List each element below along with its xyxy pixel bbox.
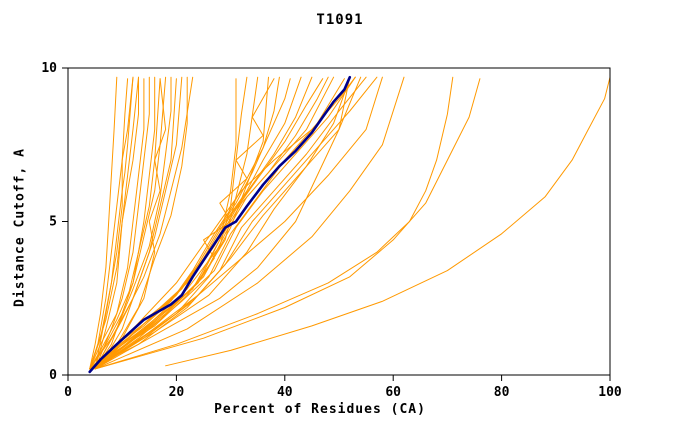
prediction-series-line <box>100 76 183 367</box>
prediction-series-line <box>89 76 329 370</box>
prediction-series-line <box>94 76 335 370</box>
prediction-series-line <box>94 76 194 370</box>
prediction-series-line <box>94 76 134 370</box>
y-tick-label: 10 <box>41 61 57 76</box>
prediction-series-line <box>94 76 405 370</box>
prediction-series-line <box>94 76 269 370</box>
prediction-series-line <box>100 76 383 367</box>
prediction-series-line <box>89 78 145 370</box>
prediction-series-line <box>89 78 275 370</box>
x-axis-label: Percent of Residues (CA) <box>214 402 426 417</box>
prediction-series-line <box>89 78 129 370</box>
prediction-series-line <box>89 76 134 370</box>
x-tick-label: 40 <box>277 385 293 400</box>
prediction-series-line <box>94 76 356 370</box>
prediction-series-line <box>89 78 167 370</box>
x-tick-label: 60 <box>385 385 401 400</box>
prediction-series-line <box>94 76 351 370</box>
prediction-series-line <box>100 76 362 367</box>
prediction-series-line <box>94 76 188 370</box>
chart-title: T1091 <box>316 12 364 28</box>
highlighted-series-line <box>88 75 352 374</box>
prediction-series-line <box>89 76 118 370</box>
prediction-series-line <box>94 76 259 370</box>
y-tick-label: 0 <box>49 368 57 383</box>
prediction-series-line <box>89 78 237 370</box>
prediction-series-line <box>94 76 150 370</box>
prediction-series-line <box>89 76 167 370</box>
prediction-series-line <box>94 78 481 370</box>
prediction-series-line <box>89 78 351 370</box>
prediction-series-line <box>94 76 454 370</box>
prediction-series-line <box>89 76 139 370</box>
x-tick-label: 100 <box>598 385 622 400</box>
x-tick-label: 0 <box>64 385 72 400</box>
prediction-series-line <box>94 76 378 370</box>
x-tick-label: 80 <box>494 385 510 400</box>
prediction-series-line <box>165 76 611 367</box>
y-tick-label: 5 <box>49 215 57 230</box>
prediction-series-line <box>94 76 139 370</box>
x-tick-label: 20 <box>169 385 185 400</box>
prediction-series-line <box>94 76 302 370</box>
